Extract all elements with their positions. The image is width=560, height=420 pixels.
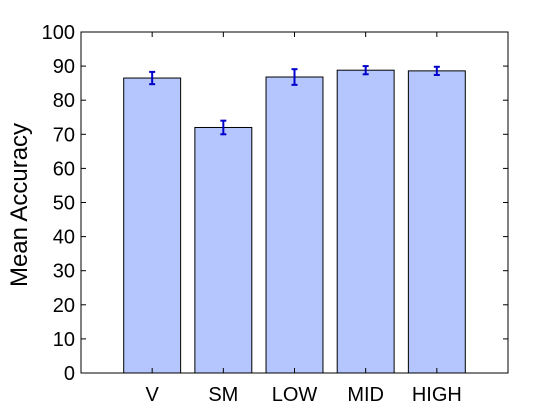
- bar-sm: [194, 126, 253, 374]
- x-tick-label-v: V: [145, 384, 159, 406]
- y-tick-label: 80: [53, 90, 75, 112]
- y-tick-label: 20: [53, 295, 75, 317]
- y-tick-label: 70: [53, 124, 75, 146]
- x-tick-label-mid: MID: [347, 384, 384, 406]
- error-bar-low: [291, 68, 298, 86]
- y-tick-label: 40: [53, 227, 75, 249]
- y-tick-label: 50: [53, 193, 75, 215]
- x-tick-label-high: HIGH: [412, 384, 462, 406]
- y-tick-label: 100: [42, 22, 75, 44]
- bar-mid: [336, 69, 395, 374]
- error-bar-mid: [362, 65, 369, 76]
- error-bar-sm: [220, 119, 227, 136]
- error-bar-high: [433, 65, 440, 76]
- plot-area: 0 10 20 30 40 50 60 70 80 90 100 V SM LOW MID HIGH: [42, 22, 509, 406]
- y-tick-label: 90: [53, 56, 75, 78]
- y-axis-title: Mean Accuracy: [6, 123, 33, 287]
- error-bar-v: [149, 70, 156, 86]
- y-tick-label: 60: [53, 158, 75, 180]
- x-tick-label-sm: SM: [208, 384, 238, 406]
- y-tick-label: 0: [64, 363, 75, 385]
- bar-v: [123, 77, 182, 374]
- y-tick-label: 10: [53, 329, 75, 351]
- bar-low: [265, 76, 324, 374]
- y-tick-label: 30: [53, 261, 75, 283]
- bar-high: [407, 70, 466, 374]
- x-tick-label-low: LOW: [272, 384, 318, 406]
